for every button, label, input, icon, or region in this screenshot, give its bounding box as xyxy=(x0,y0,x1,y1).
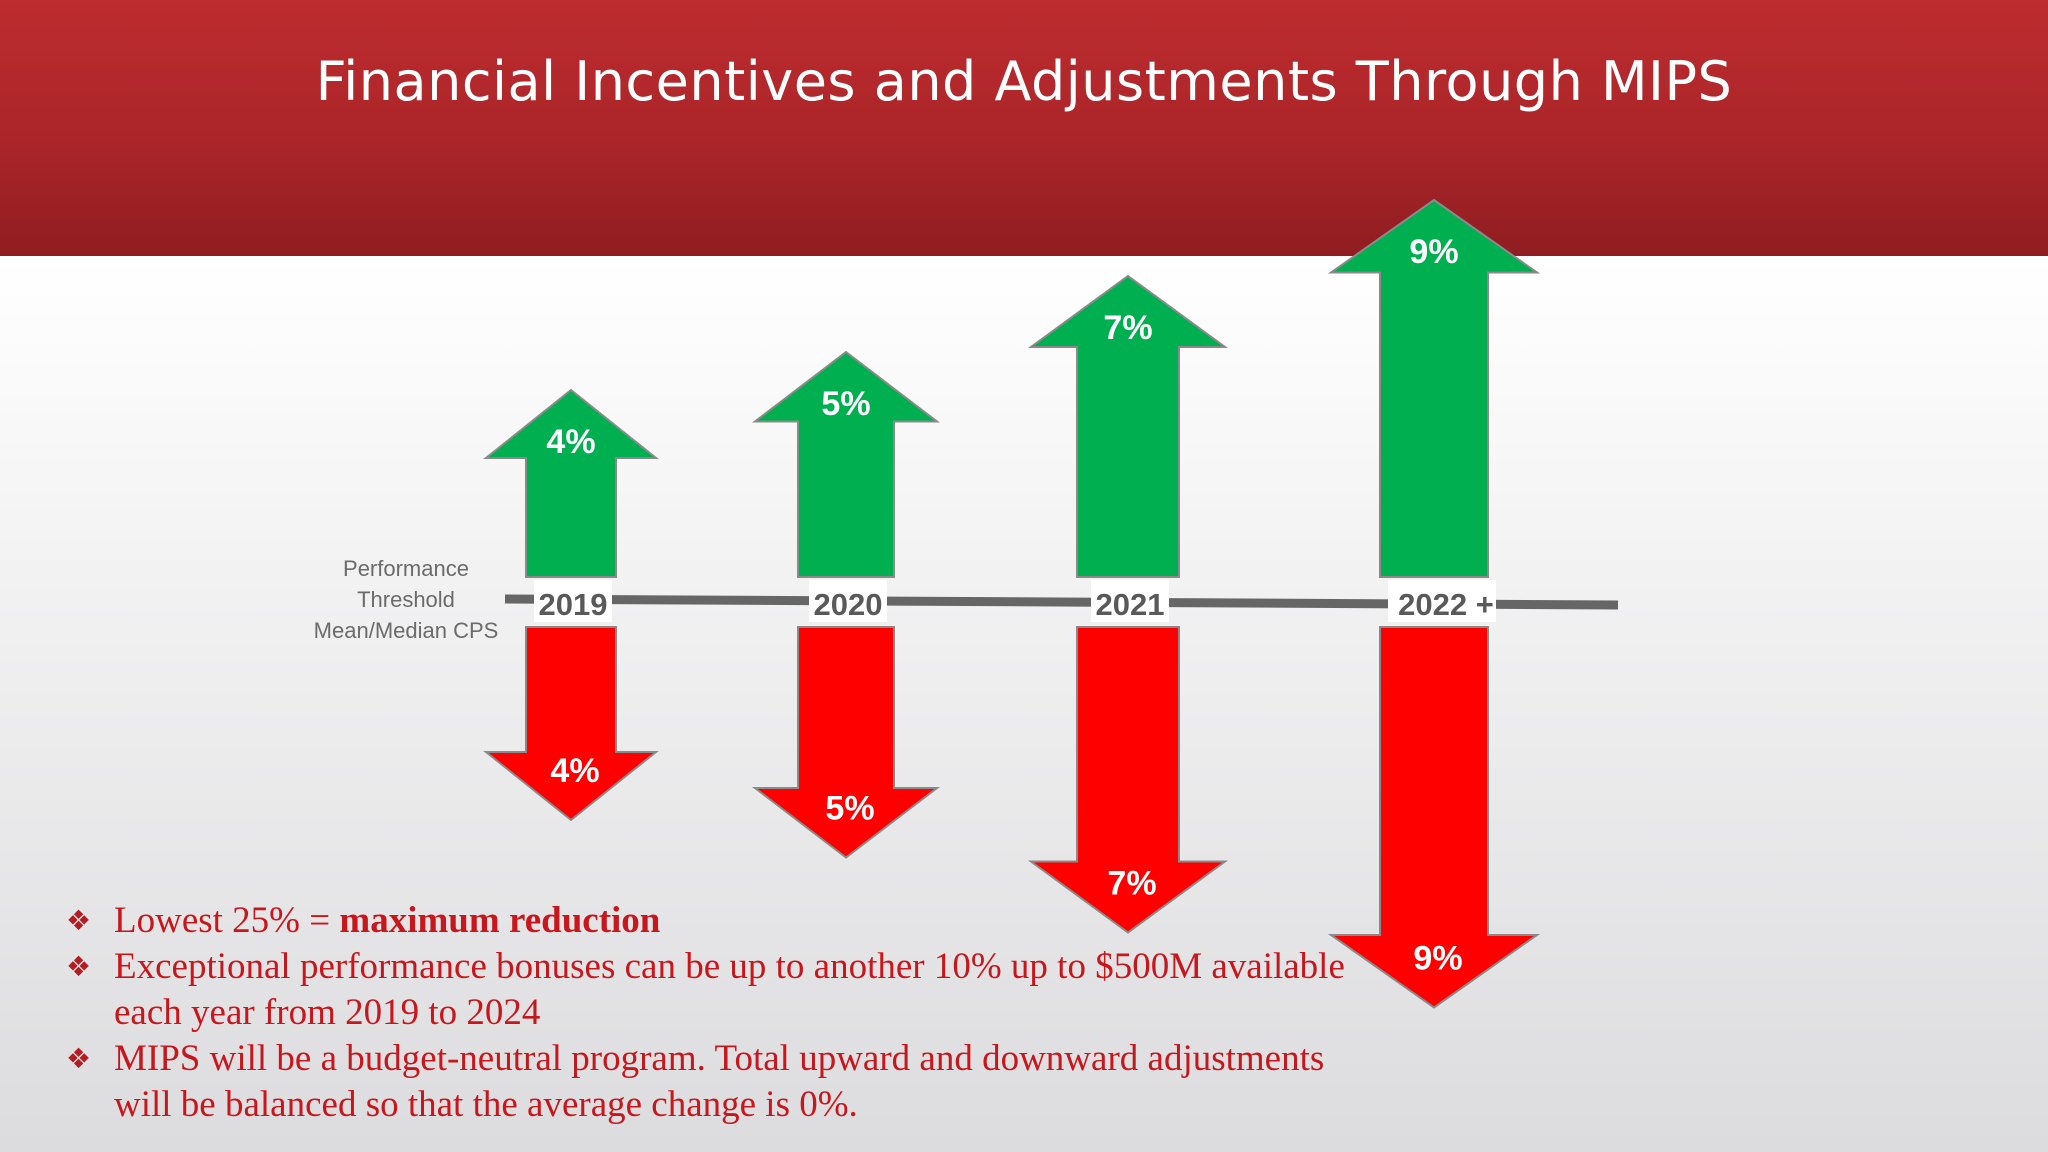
down-arrow-label-3: 7% xyxy=(1107,865,1156,903)
up-arrow-label-3: 7% xyxy=(1103,309,1152,347)
bullet-text-1: Lowest 25% = xyxy=(114,900,340,941)
page-title: Financial Incentives and Adjustments Thr… xyxy=(315,50,1733,113)
down-arrow-2 xyxy=(752,626,940,859)
year-label-background xyxy=(809,580,887,622)
down-arrow-1 xyxy=(483,626,659,822)
up-arrow-label-4: 9% xyxy=(1409,233,1458,271)
year-label-2: 2020 xyxy=(814,587,883,622)
year-label-4: 2022 + xyxy=(1398,587,1494,622)
diamond-bullet-icon: ❖ xyxy=(66,904,92,937)
threshold-label-line-1: Performance xyxy=(343,556,469,581)
year-label-1: 2019 xyxy=(539,587,608,622)
bullet-item-3: ❖ MIPS will be a budget-neutral program.… xyxy=(66,1036,1366,1128)
up-arrow-4 xyxy=(1327,198,1541,578)
up-arrow-label-1: 4% xyxy=(546,423,595,461)
year-label-background xyxy=(534,580,612,622)
diamond-bullet-icon: ❖ xyxy=(66,950,92,983)
up-arrow-label-2: 5% xyxy=(821,385,870,423)
year-label-3: 2021 xyxy=(1096,587,1165,622)
bullet-item-2: ❖ Exceptional performance bonuses can be… xyxy=(66,944,1366,1036)
threshold-label-line-3: Mean/Median CPS xyxy=(314,618,499,643)
bullet-item-1: ❖ Lowest 25% = maximum reduction xyxy=(66,898,1366,944)
bullet-text-2: Exceptional performance bonuses can be u… xyxy=(114,946,1345,1033)
bullet-strong-1: maximum reduction xyxy=(339,900,661,941)
year-label-background xyxy=(1388,580,1496,622)
down-arrow-3 xyxy=(1027,626,1229,934)
bullet-list: ❖ Lowest 25% = maximum reduction ❖ Excep… xyxy=(66,898,1366,1128)
down-arrow-label-2: 5% xyxy=(825,790,874,828)
down-arrow-4 xyxy=(1327,626,1541,1009)
up-arrow-1 xyxy=(483,388,659,578)
year-label-background xyxy=(1091,580,1169,622)
down-arrow-label-4: 9% xyxy=(1413,940,1462,978)
diamond-bullet-icon: ❖ xyxy=(66,1042,92,1075)
down-arrow-label-1: 4% xyxy=(550,752,599,790)
up-arrow-3 xyxy=(1027,274,1229,578)
header-banner xyxy=(0,0,2048,256)
bullet-text-3: MIPS will be a budget-neutral program. T… xyxy=(114,1038,1325,1125)
threshold-label-line-2: Threshold xyxy=(357,587,455,612)
up-arrow-2 xyxy=(752,350,940,578)
